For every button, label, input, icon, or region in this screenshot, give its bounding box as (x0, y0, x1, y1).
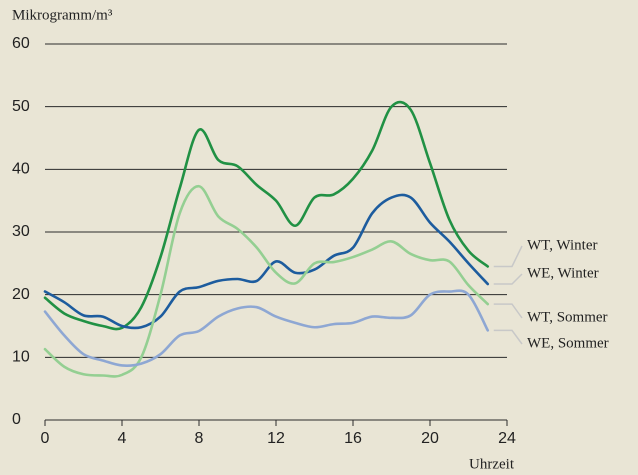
x-tick-label: 24 (498, 430, 516, 447)
line-series (43, 289, 490, 367)
x-tick-label: 0 (41, 430, 50, 447)
y-axis-label: Mikrogramm/m³ (12, 7, 113, 23)
legend-connector (493, 245, 523, 268)
y-tick-label: 20 (12, 286, 30, 303)
legend-connector (493, 329, 523, 345)
line-series (43, 193, 490, 330)
legend-connector (493, 273, 523, 285)
x-tick-label: 16 (344, 430, 362, 447)
legend-connector (493, 303, 523, 319)
y-tick-label: 10 (12, 349, 30, 366)
x-tick-label: 12 (267, 430, 285, 447)
y-tick-label: 0 (12, 411, 21, 428)
x-tick-label: 4 (118, 430, 127, 447)
legend-label: WE, Sommer (527, 335, 609, 351)
legend-label: WE, Winter (527, 265, 599, 281)
line-series (43, 100, 490, 331)
legend-label: WT, Sommer (527, 309, 608, 325)
y-tick-label: 40 (12, 161, 30, 178)
y-tick-label: 60 (12, 35, 30, 52)
line-series (43, 184, 490, 378)
y-tick-label: 50 (12, 98, 30, 115)
x-axis-label: Uhrzeit (469, 456, 515, 472)
x-tick-label: 8 (195, 430, 204, 447)
x-tick-label: 20 (421, 430, 439, 447)
legend-label: WT, Winter (527, 237, 597, 253)
y-tick-label: 30 (12, 223, 30, 240)
